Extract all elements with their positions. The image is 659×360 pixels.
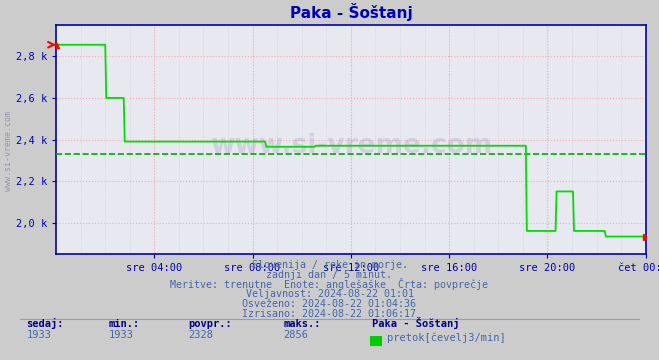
Text: 1933: 1933 <box>109 330 134 341</box>
Text: min.:: min.: <box>109 319 140 329</box>
Text: sedaj:: sedaj: <box>26 318 64 329</box>
Text: Slovenija / reke in morje.: Slovenija / reke in morje. <box>252 260 407 270</box>
Text: 1933: 1933 <box>26 330 51 341</box>
Text: zadnji dan / 5 minut.: zadnji dan / 5 minut. <box>266 270 393 279</box>
Title: Paka - Šoštanj: Paka - Šoštanj <box>289 3 413 21</box>
Text: maks.:: maks.: <box>283 319 321 329</box>
Text: Osveženo: 2024-08-22 01:04:36: Osveženo: 2024-08-22 01:04:36 <box>243 299 416 309</box>
Text: pretok[čevelj3/min]: pretok[čevelj3/min] <box>387 332 506 343</box>
Text: Veljavnost: 2024-08-22 01:01: Veljavnost: 2024-08-22 01:01 <box>246 289 413 299</box>
Text: 2856: 2856 <box>283 330 308 341</box>
Text: povpr.:: povpr.: <box>188 319 231 329</box>
Text: Izrisano: 2024-08-22 01:06:17: Izrisano: 2024-08-22 01:06:17 <box>243 309 416 319</box>
Text: Paka - Šoštanj: Paka - Šoštanj <box>372 316 460 329</box>
Text: Meritve: trenutne  Enote: anglešaške  Črta: povprečje: Meritve: trenutne Enote: anglešaške Črta… <box>171 278 488 291</box>
Text: www.si-vreme.com: www.si-vreme.com <box>210 133 492 159</box>
Text: www.si-vreme.com: www.si-vreme.com <box>4 111 13 191</box>
Text: 2328: 2328 <box>188 330 213 341</box>
